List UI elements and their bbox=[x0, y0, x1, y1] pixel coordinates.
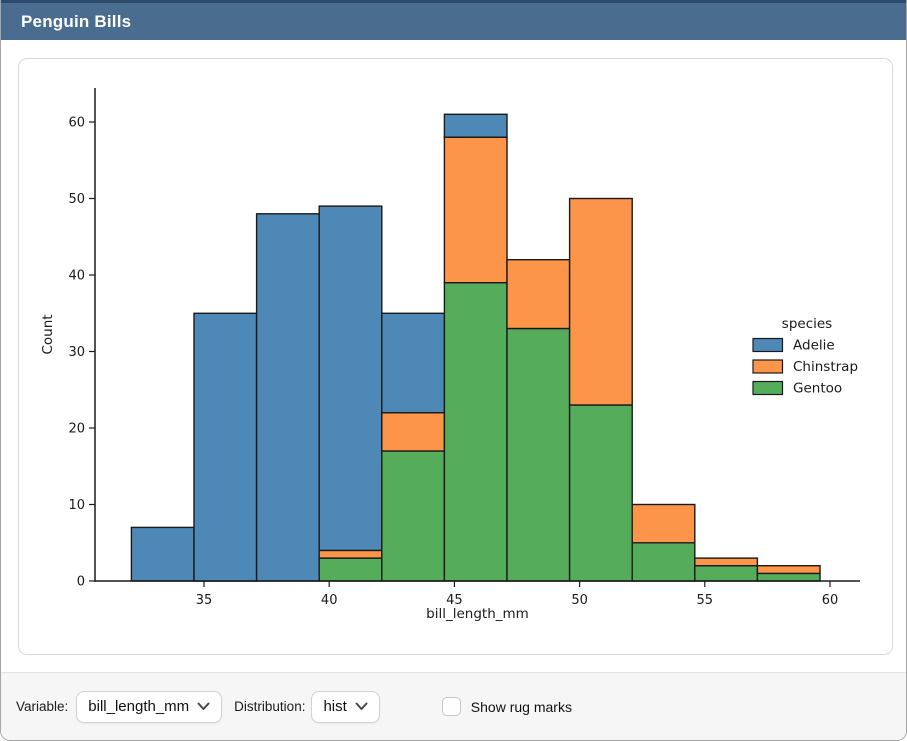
rug-checkbox-label: Show rug marks bbox=[470, 698, 572, 715]
histogram-bar-gentoo bbox=[756, 572, 821, 582]
histogram-bar-chinstrap bbox=[443, 136, 508, 284]
distribution-select-value: hist bbox=[323, 698, 347, 715]
rug-checkbox[interactable] bbox=[441, 697, 461, 716]
y-axis-label: Count bbox=[40, 314, 56, 354]
x-tick-label: 55 bbox=[697, 593, 714, 608]
histogram-bar-gentoo bbox=[694, 565, 759, 582]
histogram-bar-adelie bbox=[443, 113, 508, 138]
histogram-bar-adelie bbox=[318, 205, 383, 552]
y-tick-label: 30 bbox=[68, 345, 85, 360]
legend-swatch-chinstrap bbox=[752, 359, 784, 374]
variable-select-value: bill_length_mm bbox=[88, 698, 190, 715]
histogram-bar-chinstrap bbox=[381, 412, 446, 452]
window-title: Penguin Bills bbox=[21, 11, 132, 31]
histogram-bar-chinstrap bbox=[694, 557, 759, 567]
chart-card: 0 10 20 30 40 50 60 35 40 45 50 55 60 bill_length_mm C… bbox=[18, 58, 893, 655]
variable-select[interactable]: bill_length_mm bbox=[76, 690, 223, 723]
distribution-label: Distribution: bbox=[234, 699, 306, 714]
x-tick-label: 50 bbox=[571, 593, 588, 608]
histogram-bar-chinstrap bbox=[631, 503, 696, 544]
histogram-bar-adelie bbox=[255, 213, 320, 582]
x-tick-label: 45 bbox=[446, 593, 463, 608]
title-bar: Penguin Bills bbox=[1, 0, 906, 40]
histogram-bar-adelie bbox=[381, 312, 446, 414]
chevron-down-icon bbox=[355, 702, 368, 711]
y-tick-label: 40 bbox=[68, 269, 85, 284]
histogram-bar-gentoo bbox=[506, 327, 571, 582]
histogram-bar-adelie bbox=[130, 526, 195, 582]
legend-entry-label: Chinstrap bbox=[793, 359, 858, 375]
histogram-chart: 0 10 20 30 40 50 60 35 40 45 50 55 60 bill_length_mm C… bbox=[40, 88, 860, 622]
x-axis-label: bill_length_mm bbox=[426, 606, 529, 622]
x-tick-label: 60 bbox=[822, 593, 839, 608]
histogram-bar-gentoo bbox=[568, 404, 633, 582]
y-tick-label: 0 bbox=[77, 575, 85, 590]
legend-swatch-adelie bbox=[752, 337, 784, 353]
variable-label: Variable: bbox=[16, 699, 69, 714]
chevron-down-icon bbox=[197, 702, 210, 711]
y-tick-label: 60 bbox=[68, 116, 85, 131]
histogram-bar-chinstrap bbox=[568, 197, 633, 406]
histogram-bar-chinstrap bbox=[756, 565, 821, 575]
legend-swatch-gentoo bbox=[752, 380, 784, 396]
legend-title: species bbox=[782, 316, 832, 332]
y-tick-label: 50 bbox=[68, 192, 85, 207]
histogram-bar-chinstrap bbox=[506, 258, 571, 330]
content-area: 0 10 20 30 40 50 60 35 40 45 50 55 60 bill_length_mm C… bbox=[1, 40, 906, 672]
legend-entry-label: Adelie bbox=[793, 338, 835, 354]
x-tick-label: 40 bbox=[321, 593, 338, 608]
histogram-bar-gentoo bbox=[381, 450, 446, 582]
histogram-bar-chinstrap bbox=[318, 549, 383, 559]
control-bar: Variable: bill_length_mm Distribution: h… bbox=[1, 672, 906, 740]
histogram-bar-gentoo bbox=[318, 557, 383, 582]
histogram-bar-gentoo bbox=[443, 281, 508, 582]
x-tick-label: 35 bbox=[196, 593, 213, 608]
y-tick-label: 20 bbox=[68, 422, 85, 437]
y-tick-label: 10 bbox=[68, 498, 85, 513]
legend-entry-label: Gentoo bbox=[793, 381, 842, 397]
histogram-bar-adelie bbox=[193, 312, 258, 582]
distribution-select[interactable]: hist bbox=[311, 690, 380, 723]
histogram-bar-gentoo bbox=[631, 542, 696, 582]
